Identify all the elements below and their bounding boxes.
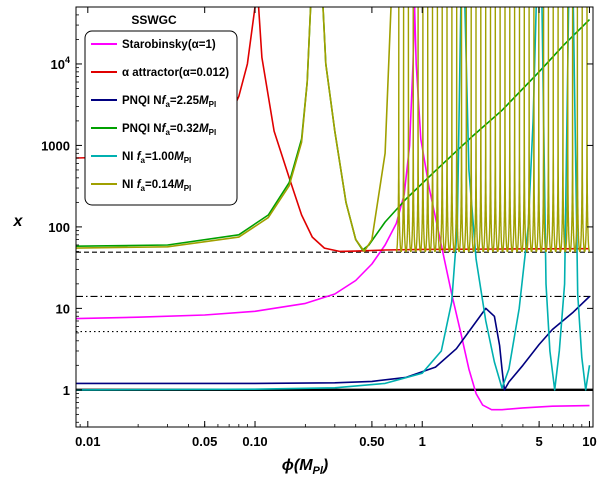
legend-label: PNQI Nfa=2.25MPl [122,95,216,109]
y-tick-label: 10 [56,301,70,316]
x-tick-label: 1 [419,434,426,449]
legend-title: SSWGC [131,13,177,27]
y-tick-label: 1 [63,383,70,398]
x-tick-label: 0.10 [242,434,267,449]
y-axis-label: x [13,213,24,230]
series-oscillation [395,7,590,253]
legend-label: PNQI Nfa=0.32MPl [122,123,216,137]
series-line [322,7,392,253]
x-tick-label: 0.50 [359,434,384,449]
series-line [76,7,462,391]
x-tick-label: 0.01 [75,434,100,449]
legend: SSWGC Starobinsky(α=1) α attractor(α=0.01… [84,13,238,206]
x-tick-label: 10 [582,434,596,449]
legend-box [84,30,238,206]
series-line [257,7,590,253]
legend-label: α attractor(α=0.012) [122,67,229,79]
series-line [572,7,591,391]
y-tick-label: 1000 [41,138,70,153]
y-tick-label: 104 [51,55,70,72]
series-2 [76,295,591,391]
series-line [541,7,570,391]
series-line [76,7,312,249]
series-5 [76,7,590,253]
x-axis-label: ϕ(MPl) [282,457,329,477]
x-tick-label: 0.05 [192,434,217,449]
series-line [76,295,591,391]
legend-label: NI fa=0.14MPl [122,179,191,193]
legend-label: Starobinsky(α=1) [122,39,216,51]
x-tick-label: 5 [536,434,543,449]
legend-label: NI fa=1.00MPl [122,151,191,165]
y-tick-label: 100 [48,220,70,235]
